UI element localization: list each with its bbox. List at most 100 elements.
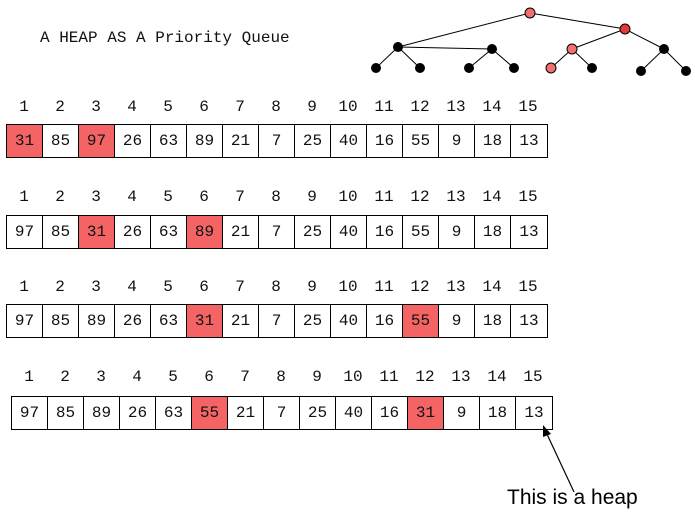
index-label: 5 (163, 188, 173, 206)
heap-caption: This is a heap (507, 486, 638, 509)
array-cell: 26 (115, 216, 151, 248)
index-label: 12 (410, 188, 430, 206)
index-label: 1 (19, 188, 29, 206)
index-label: 4 (127, 278, 137, 296)
array-cell: 7 (259, 216, 295, 248)
index-label: 5 (163, 98, 173, 116)
index-label: 11 (379, 368, 399, 386)
array-cell: 55 (403, 216, 439, 248)
index-label: 5 (168, 368, 178, 386)
index-label: 10 (338, 98, 358, 116)
array-cell: 26 (115, 305, 151, 337)
index-label: 14 (487, 368, 507, 386)
index-label: 4 (127, 188, 137, 206)
array-cell: 63 (156, 397, 192, 429)
index-label: 13 (446, 278, 466, 296)
index-label: 7 (240, 368, 250, 386)
array-cell-highlighted: 55 (403, 305, 439, 337)
index-label: 9 (307, 188, 317, 206)
index-label: 2 (55, 188, 65, 206)
index-label: 15 (518, 188, 538, 206)
index-label: 7 (235, 188, 245, 206)
index-label: 7 (235, 278, 245, 296)
array-cell: 9 (439, 216, 475, 248)
tree-node-leaf (587, 63, 597, 73)
index-label: 13 (446, 98, 466, 116)
array-cell: 89 (84, 397, 120, 429)
array-cell-highlighted: 31 (7, 125, 43, 157)
array-cell: 7 (259, 125, 295, 157)
index-label: 3 (91, 188, 101, 206)
tree-node-leaf (636, 66, 646, 76)
index-label: 2 (55, 278, 65, 296)
index-label: 2 (55, 98, 65, 116)
index-label: 1 (24, 368, 34, 386)
array-cell: 85 (43, 125, 79, 157)
index-label: 10 (338, 278, 358, 296)
index-label: 2 (60, 368, 70, 386)
array-cell: 40 (331, 125, 367, 157)
index-label: 12 (410, 278, 430, 296)
heap-array: 97 85 89 26 63 55 21 7 25 40 16 31 9 18 13 (11, 396, 553, 430)
array-cell: 40 (331, 216, 367, 248)
array-cell: 85 (43, 305, 79, 337)
index-label: 14 (482, 98, 502, 116)
index-label: 14 (482, 278, 502, 296)
array-cell: 7 (264, 397, 300, 429)
index-label: 1 (19, 278, 29, 296)
array-cell: 21 (228, 397, 264, 429)
heap-array: 97 85 89 26 63 31 21 7 25 40 16 55 9 18 13 (6, 304, 548, 338)
array-cell: 97 (7, 216, 43, 248)
array-cell-highlighted: 31 (79, 216, 115, 248)
array-cell: 21 (223, 125, 259, 157)
array-cell-highlighted: 31 (187, 305, 223, 337)
index-label: 6 (199, 278, 209, 296)
tree-node-leaf (415, 63, 425, 73)
index-label: 6 (204, 368, 214, 386)
index-label: 10 (338, 188, 358, 206)
array-cell: 9 (439, 305, 475, 337)
array-cell: 85 (48, 397, 84, 429)
tree-node (566, 43, 578, 55)
heap-tree-diagram (371, 7, 691, 76)
array-cell: 55 (403, 125, 439, 157)
array-cell: 13 (519, 132, 539, 150)
index-label: 7 (235, 98, 245, 116)
index-label: 5 (163, 278, 173, 296)
array-cell: 25 (295, 216, 331, 248)
array-cell: 21 (223, 216, 259, 248)
array-cell: 97 (12, 397, 48, 429)
index-label: 3 (91, 98, 101, 116)
index-label: 4 (127, 98, 137, 116)
tree-node (659, 44, 669, 54)
array-cell: 40 (336, 397, 372, 429)
index-label: 9 (312, 368, 322, 386)
index-label: 15 (518, 98, 538, 116)
array-cell: 7 (259, 305, 295, 337)
index-label: 14 (482, 188, 502, 206)
index-label: 15 (518, 278, 538, 296)
array-cell: 26 (120, 397, 156, 429)
index-label: 9 (307, 98, 317, 116)
array-cell: 40 (331, 305, 367, 337)
index-label: 4 (132, 368, 142, 386)
tree-node (393, 42, 403, 52)
index-label: 13 (446, 188, 466, 206)
array-cell: 85 (43, 216, 79, 248)
array-cell: 26 (115, 125, 151, 157)
array-cell: 89 (187, 125, 223, 157)
tree-node-leaf (464, 63, 474, 73)
index-label: 1 (19, 98, 29, 116)
arrow-icon (543, 425, 575, 493)
array-cell: 25 (295, 125, 331, 157)
tree-node-leaf (545, 62, 557, 74)
tree-node (487, 44, 497, 54)
array-cell: 18 (475, 125, 511, 157)
index-label: 11 (374, 188, 394, 206)
heap-array: 97 85 31 26 63 89 21 7 25 40 16 55 9 18 13 (6, 215, 548, 249)
array-cell: 63 (151, 125, 187, 157)
array-cell: 13 (519, 312, 539, 330)
array-cell: 13 (524, 404, 544, 422)
array-cell: 18 (475, 305, 511, 337)
index-label: 6 (199, 98, 209, 116)
